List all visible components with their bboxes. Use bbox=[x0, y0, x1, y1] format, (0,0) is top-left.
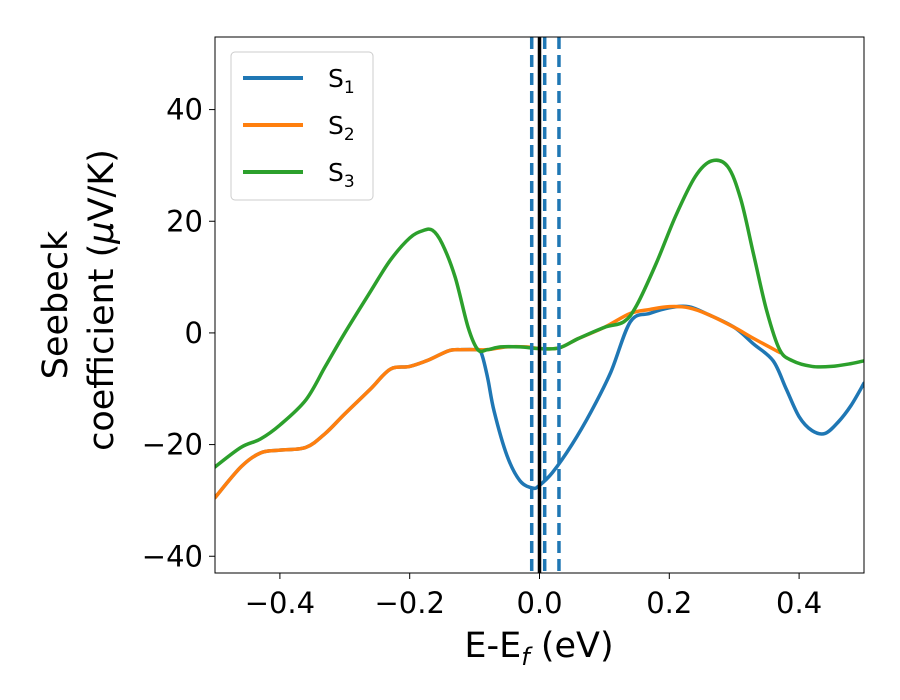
x-tick-label: −0.2 bbox=[374, 586, 444, 620]
y-tick-label: −40 bbox=[142, 539, 203, 573]
y-tick-label: 20 bbox=[166, 204, 203, 238]
x-tick-label: −0.4 bbox=[245, 586, 315, 620]
legend-label-s2: S2 bbox=[328, 111, 355, 145]
x-tick-label: 0.2 bbox=[646, 586, 692, 620]
legend: S1 S2 S3 bbox=[230, 51, 374, 201]
y-tick-label: 0 bbox=[185, 316, 203, 350]
x-tick-label: 0.4 bbox=[776, 586, 822, 620]
y-axis-label-line1: Seebeck bbox=[36, 230, 76, 379]
y-axis-label-line2: coefficient (μV/K) bbox=[82, 149, 122, 451]
x-ticks: −0.4 −0.2 0.0 0.2 0.4 bbox=[245, 573, 822, 620]
x-tick-label: 0.0 bbox=[516, 586, 562, 620]
vline-layer bbox=[529, 37, 561, 573]
y-ticks: −40 −20 0 20 40 bbox=[142, 93, 215, 573]
series-line-s2 bbox=[215, 304, 782, 500]
legend-label-s1: S1 bbox=[328, 64, 355, 98]
y-tick-label: −20 bbox=[142, 428, 203, 462]
x-axis-label: E-Ef (eV) bbox=[464, 626, 613, 671]
legend-label-s3: S3 bbox=[328, 158, 355, 192]
y-tick-label: 40 bbox=[166, 93, 203, 127]
